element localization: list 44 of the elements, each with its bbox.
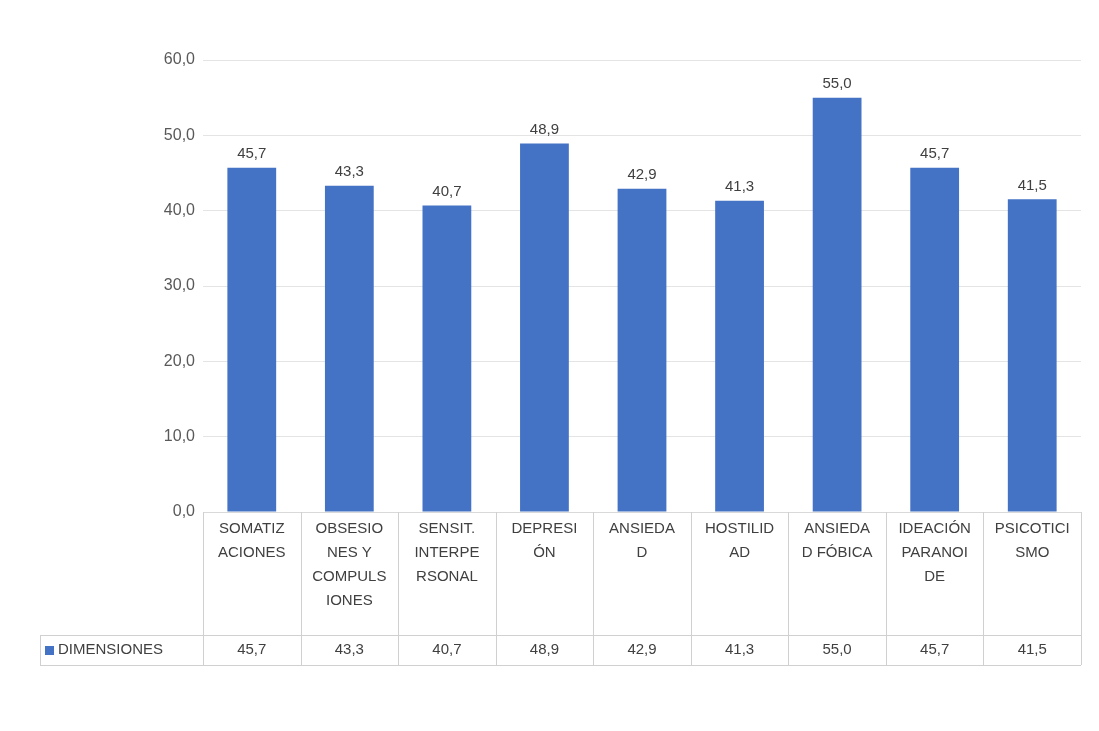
bar [617, 188, 667, 512]
bar [520, 143, 569, 512]
data-label: 45,7 [920, 640, 950, 658]
data-label: 48,9 [529, 640, 560, 658]
text: 45,7 [237, 143, 267, 161]
data-label: 41,5 [1017, 640, 1047, 658]
bar [227, 167, 277, 512]
bar [812, 97, 862, 512]
y-tick-label: 30,0 [163, 276, 196, 294]
x-tick-label: OBSESIONES Y COMPULSIONES [312, 519, 387, 609]
text: 40,7 [432, 181, 462, 199]
text: 41,3 [724, 177, 755, 195]
data-label: 55,0 [822, 640, 852, 658]
x-tick-label: ANSIEDAD [609, 519, 675, 561]
text: 55,0 [822, 73, 852, 91]
bar [324, 185, 374, 512]
legend-label: DIMENSIONES [58, 640, 164, 658]
text: 42,9 [627, 164, 657, 182]
bar [715, 200, 764, 512]
data-label: 42,9 [627, 640, 657, 658]
bar [422, 205, 472, 512]
y-tick-label: 40,0 [163, 201, 196, 219]
data-label: 45,7 [237, 640, 267, 658]
y-tick-label: 50,0 [163, 125, 196, 143]
x-tick-label: HOSTILIDAD [704, 519, 775, 561]
x-tick-label: IDEACIÓN PARANOIDE [898, 519, 971, 585]
text: 45,7 [920, 143, 950, 161]
data-label: 41,3 [724, 640, 755, 658]
y-tick-label: 10,0 [163, 427, 196, 445]
data-label: 40,7 [432, 640, 462, 658]
x-tick-label: SENSIT. INTERPERSONAL [414, 519, 480, 585]
x-tick-label: PSICOTICISMO [994, 519, 1070, 561]
y-tick-label: 20,0 [163, 351, 196, 369]
x-tick-label: SOMATIZACIONES [218, 519, 286, 561]
text: 48,9 [529, 119, 560, 137]
y-tick-label: 0,0 [172, 502, 196, 520]
y-tick-label: 60,0 [163, 50, 196, 68]
x-tick-label: ANSIEDAD FÓBICA [801, 519, 873, 561]
data-label: 43,3 [334, 640, 364, 658]
text: 41,5 [1017, 175, 1047, 193]
text: 43,3 [334, 161, 364, 179]
bar [910, 167, 960, 512]
x-tick-label: DEPRESIÓN [511, 519, 578, 561]
bar [1007, 199, 1057, 512]
